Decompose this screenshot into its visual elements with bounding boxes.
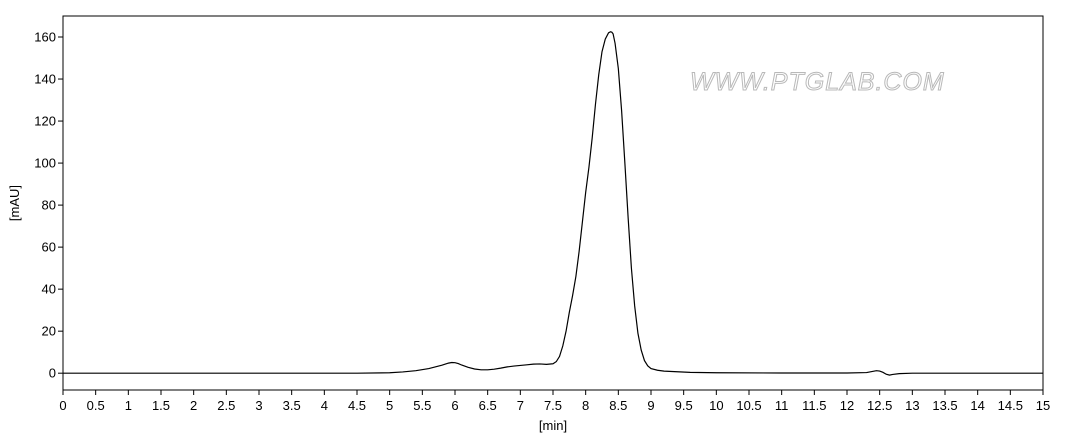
y-tick-label: 20 — [42, 324, 56, 339]
x-tick-label: 12.5 — [867, 398, 892, 413]
y-tick-label: 100 — [34, 156, 56, 171]
y-tick-label: 0 — [49, 366, 56, 381]
x-tick-label: 4 — [321, 398, 328, 413]
x-tick-label: 0.5 — [87, 398, 105, 413]
chromatogram-trace — [63, 31, 1043, 376]
x-tick-label: 4.5 — [348, 398, 366, 413]
x-tick-label: 13.5 — [932, 398, 957, 413]
y-axis-ticks: 0 20 40 60 80 100 120 140 160 — [34, 30, 63, 381]
x-tick-label: 14 — [970, 398, 984, 413]
y-tick-label: 120 — [34, 114, 56, 129]
x-axis-title: [min] — [539, 418, 567, 433]
x-tick-label: 1.5 — [152, 398, 170, 413]
x-tick-label: 5 — [386, 398, 393, 413]
x-tick-label: 14.5 — [998, 398, 1023, 413]
x-tick-label: 7 — [517, 398, 524, 413]
x-tick-label: 9.5 — [675, 398, 693, 413]
x-tick-label: 5.5 — [413, 398, 431, 413]
x-axis-ticks: 0 0.5 1 1.5 2 2.5 3 3.5 4 4.5 5 5.5 6 6.5 7 7.5 8 8.5 9 9.5… — [59, 390, 1050, 413]
x-tick-label: 3 — [255, 398, 262, 413]
plot-area — [62, 15, 1044, 391]
x-tick-label: 10 — [709, 398, 723, 413]
x-tick-label: 13 — [905, 398, 919, 413]
x-tick-label: 9 — [647, 398, 654, 413]
y-tick-label: 140 — [34, 72, 56, 87]
x-tick-label: 8.5 — [609, 398, 627, 413]
x-tick-label: 7.5 — [544, 398, 562, 413]
x-tick-label: 15 — [1036, 398, 1050, 413]
x-tick-label: 12 — [840, 398, 854, 413]
x-tick-label: 11 — [775, 398, 789, 413]
y-tick-label: 40 — [42, 282, 56, 297]
x-tick-label: 2 — [190, 398, 197, 413]
x-tick-label: 3.5 — [283, 398, 301, 413]
y-axis-title: [mAU] — [7, 185, 22, 221]
x-tick-label: 1 — [125, 398, 132, 413]
y-tick-label: 160 — [34, 30, 56, 45]
x-tick-label: 6.5 — [479, 398, 497, 413]
y-tick-label: 60 — [42, 240, 56, 255]
watermark-text: WWW.PTGLAB.COM — [690, 68, 945, 96]
x-tick-label: 8 — [582, 398, 589, 413]
x-tick-label: 0 — [59, 398, 66, 413]
x-tick-label: 10.5 — [736, 398, 761, 413]
x-tick-label: 11.5 — [802, 398, 826, 413]
y-tick-label: 80 — [42, 198, 56, 213]
x-tick-label: 2.5 — [217, 398, 235, 413]
x-tick-label: 6 — [451, 398, 458, 413]
